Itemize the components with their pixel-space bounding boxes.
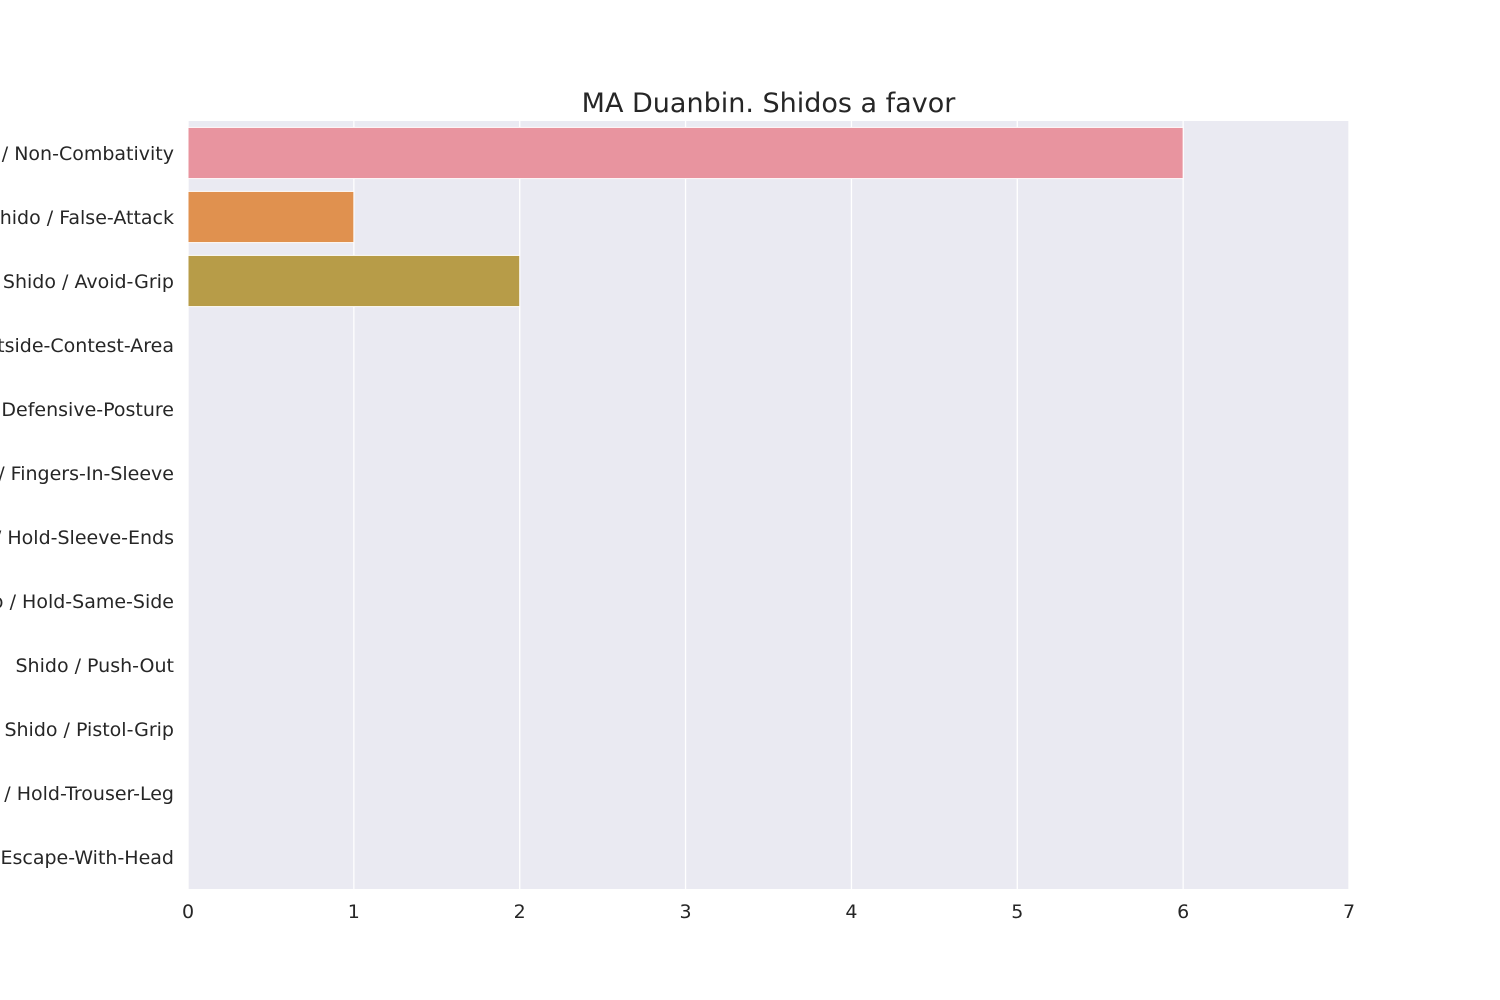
y-tick-label: Shido / Hold-Trouser-Leg [0,783,174,805]
gridlines [187,121,1350,889]
plot-area [188,121,1349,889]
bar [187,190,355,244]
x-tick-label: 3 [680,901,692,923]
x-tick-label: 7 [1343,901,1355,923]
x-tick-label: 0 [182,901,194,923]
bars [187,126,1184,308]
y-tick-label: Shido / Push-Out [16,655,175,677]
y-tick-label: Shido / Hold-Same-Side [0,591,174,613]
x-tick-label: 6 [1177,901,1189,923]
bar [187,126,1184,180]
y-tick-label: Shido / Avoid-Grip [3,271,174,293]
y-tick-label: Shido / Defensive-Posture [0,399,174,421]
y-tick-label: Shido / Non-Combativity [0,143,174,165]
y-tick-label: Shido / Pistol-Grip [4,719,174,741]
y-tick-label: Shido / Fingers-In-Sleeve [0,463,174,485]
x-tick-label: 2 [514,901,526,923]
y-tick-labels: Shido / Non-Combativity Shido / False-Att… [0,143,174,869]
y-tick-label: Shido / False-Attack [0,207,174,229]
chart-title: MA Duanbin. Shidos a favor [582,88,957,119]
y-tick-label: Shido / Outside-Contest-Area [0,335,174,357]
y-tick-label: Shido / Hold-Sleeve-Ends [0,527,174,549]
y-tick-label: Shido / Escape-With-Head [0,847,174,869]
x-tick-label: 4 [845,901,857,923]
x-tick-label: 5 [1011,901,1023,923]
bar [187,254,521,308]
x-tick-labels: 0 1 2 3 4 5 6 7 [182,901,1355,923]
x-tick-label: 1 [348,901,360,923]
